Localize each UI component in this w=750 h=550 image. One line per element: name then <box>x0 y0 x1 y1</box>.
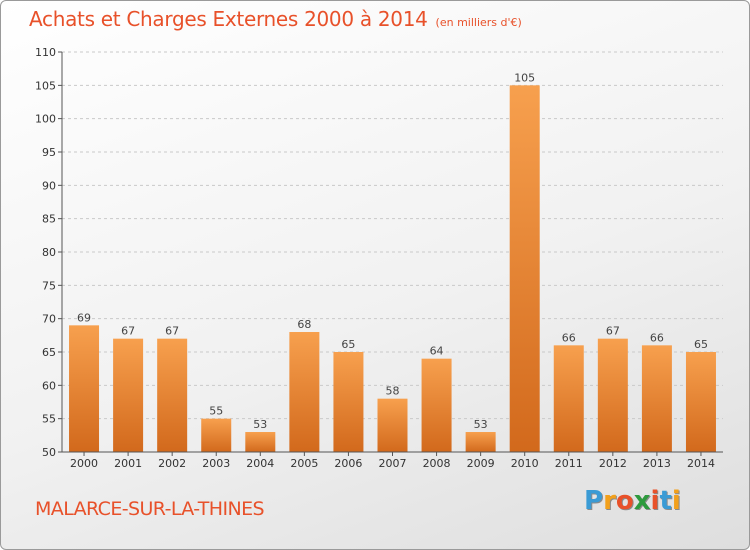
x-tick-label: 2007 <box>379 457 407 470</box>
chart-subtitle: (en milliers d'€) <box>435 16 522 29</box>
bar <box>377 398 408 452</box>
data-label: 67 <box>121 325 135 338</box>
logo-letter: r <box>603 486 616 516</box>
y-tick-label: 75 <box>42 279 56 292</box>
data-label: 58 <box>386 385 400 398</box>
x-tick-label: 2000 <box>70 457 98 470</box>
bar <box>685 352 716 452</box>
data-label: 69 <box>77 311 91 324</box>
x-tick-label: 2001 <box>114 457 142 470</box>
y-tick-label: 100 <box>35 113 56 126</box>
bar <box>553 345 584 452</box>
x-tick-label: 2011 <box>555 457 583 470</box>
y-tick-label: 105 <box>35 79 56 92</box>
logo-letter: o <box>615 486 634 516</box>
commune-name: MALARCE-SUR-LA-THINES <box>35 498 265 520</box>
logo-letter: x <box>633 486 651 516</box>
logo-letter: P <box>584 486 604 516</box>
data-label: 53 <box>253 418 267 431</box>
data-label: 67 <box>606 325 620 338</box>
x-tick-label: 2013 <box>643 457 671 470</box>
bar <box>333 352 364 452</box>
bar <box>245 432 276 452</box>
y-tick-label: 65 <box>42 346 56 359</box>
bar <box>641 345 672 452</box>
bar <box>289 332 320 452</box>
y-tick-label: 60 <box>42 379 56 392</box>
y-tick-label: 85 <box>42 213 56 226</box>
data-label: 65 <box>694 338 708 351</box>
x-tick-label: 2008 <box>423 457 451 470</box>
logo-letter: i <box>650 486 660 516</box>
data-label: 68 <box>297 318 311 331</box>
x-tick-label: 2010 <box>511 457 539 470</box>
y-tick-label: 70 <box>42 313 56 326</box>
data-label: 67 <box>165 325 179 338</box>
axes <box>58 51 723 456</box>
bar <box>113 338 144 452</box>
x-tick-label: 2004 <box>246 457 274 470</box>
y-tick-label: 95 <box>42 146 56 159</box>
chart-title-text: Achats et Charges Externes 2000 à 2014 <box>29 7 428 31</box>
proxiti-logo: Proxiti <box>584 486 681 516</box>
bar <box>465 432 496 452</box>
x-tick-label: 2005 <box>290 457 318 470</box>
bar <box>421 358 452 452</box>
bar <box>69 325 100 452</box>
data-label: 66 <box>650 331 664 344</box>
y-tick-label: 110 <box>35 46 56 59</box>
y-tick-label: 55 <box>42 413 56 426</box>
y-tick-label: 90 <box>42 179 56 192</box>
x-tick-label: 2006 <box>334 457 362 470</box>
y-tick-label: 80 <box>42 246 56 259</box>
chart-title: Achats et Charges Externes 2000 à 2014 (e… <box>29 7 522 31</box>
x-tick-label: 2014 <box>687 457 715 470</box>
data-label: 64 <box>430 345 444 358</box>
bar <box>201 418 232 452</box>
logo-letter: t <box>659 486 672 516</box>
y-tick-label: 50 <box>42 446 56 459</box>
data-label: 53 <box>474 418 488 431</box>
x-tick-label: 2003 <box>202 457 230 470</box>
x-tick-label: 2009 <box>467 457 495 470</box>
bar <box>597 338 628 452</box>
data-label: 55 <box>209 405 223 418</box>
bar <box>157 338 188 452</box>
x-tick-label: 2002 <box>158 457 186 470</box>
data-label: 66 <box>562 331 576 344</box>
data-label: 65 <box>341 338 355 351</box>
logo-letter: i <box>671 486 681 516</box>
data-label: 105 <box>514 71 535 84</box>
bar <box>509 85 540 452</box>
bars <box>69 85 716 452</box>
x-tick-label: 2012 <box>599 457 627 470</box>
labels: 50 55 60 65 70 75 80 85 90 95 100 105 110 69 2000 67 200… <box>35 46 715 470</box>
